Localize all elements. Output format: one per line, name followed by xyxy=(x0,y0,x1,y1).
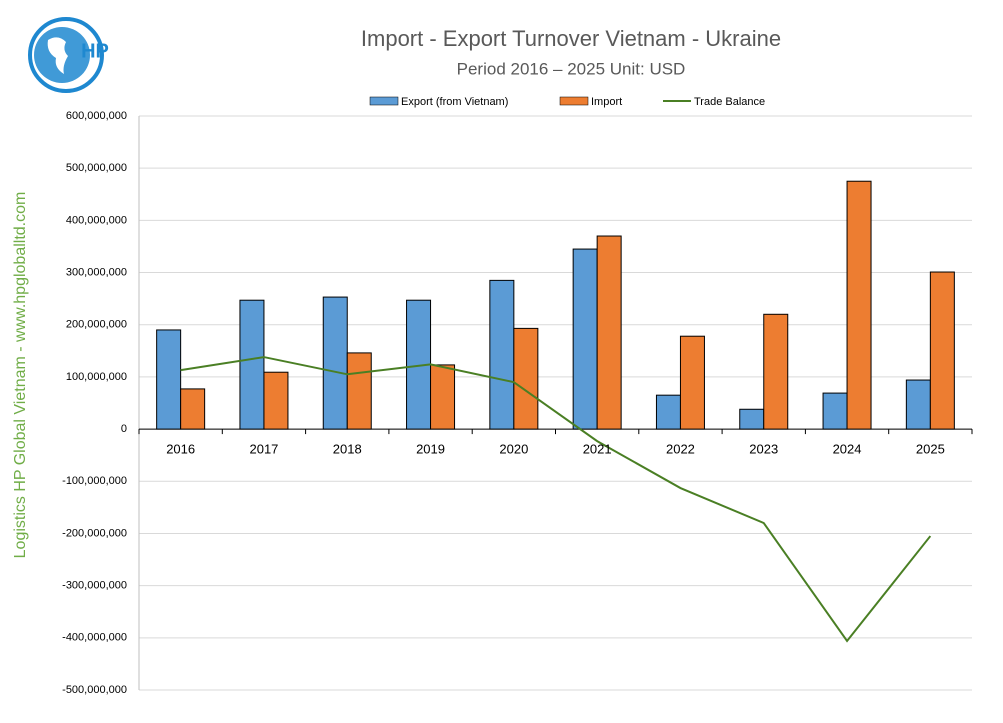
bar xyxy=(905,379,931,430)
x-tick-label: 2024 xyxy=(833,442,862,457)
bar xyxy=(239,299,265,430)
bar xyxy=(596,235,622,430)
side-text: Logistics HP Global Vietnam - www.hpglob… xyxy=(12,192,29,559)
legend-label: Export (from Vietnam) xyxy=(401,96,508,108)
y-tick-label: -100,000,000 xyxy=(62,475,127,487)
legend-swatch xyxy=(559,96,589,106)
x-tick-label: 2023 xyxy=(749,442,778,457)
y-tick-label: 500,000,000 xyxy=(66,162,127,174)
y-tick-label: 200,000,000 xyxy=(66,319,127,331)
chart-title: Import - Export Turnover Vietnam - Ukrai… xyxy=(361,26,781,51)
x-tick-label: 2018 xyxy=(333,442,362,457)
y-tick-label: 600,000,000 xyxy=(66,110,127,122)
chart-subtitle: Period 2016 – 2025 Unit: USD xyxy=(457,59,686,78)
y-tick-label: -200,000,000 xyxy=(62,527,127,539)
bar xyxy=(430,364,456,430)
bar xyxy=(513,327,539,430)
y-tick-label: 0 xyxy=(121,423,127,435)
bar xyxy=(822,392,848,430)
x-tick-label: 2022 xyxy=(666,442,695,457)
trade-balance-line xyxy=(180,356,932,643)
logo: HP xyxy=(28,17,109,93)
bar xyxy=(263,371,289,430)
x-tick-label: 2025 xyxy=(916,442,945,457)
x-tick-label: 2020 xyxy=(499,442,528,457)
bar xyxy=(156,329,182,430)
x-tick-label: 2021 xyxy=(583,442,612,457)
logo-text: HP xyxy=(81,40,109,62)
x-tick-label: 2019 xyxy=(416,442,445,457)
y-tick-label: -400,000,000 xyxy=(62,632,127,644)
bar xyxy=(679,335,705,430)
bar xyxy=(763,313,789,430)
bar xyxy=(489,279,515,430)
bar xyxy=(846,180,872,430)
bar xyxy=(655,394,681,430)
y-tick-label: 300,000,000 xyxy=(66,266,127,278)
legend-label: Import xyxy=(591,96,622,108)
bar xyxy=(572,248,598,430)
legend-label: Trade Balance xyxy=(694,96,765,108)
bar xyxy=(739,408,765,430)
bar xyxy=(322,296,348,430)
y-tick-label: 100,000,000 xyxy=(66,371,127,383)
bar xyxy=(346,352,372,430)
y-tick-label: -300,000,000 xyxy=(62,580,127,592)
legend-swatch xyxy=(369,96,399,106)
x-tick-label: 2017 xyxy=(249,442,278,457)
bar xyxy=(929,271,955,430)
y-tick-label: -500,000,000 xyxy=(62,684,127,696)
y-tick-label: 400,000,000 xyxy=(66,214,127,226)
bar xyxy=(180,388,206,430)
x-tick-label: 2016 xyxy=(166,442,195,457)
